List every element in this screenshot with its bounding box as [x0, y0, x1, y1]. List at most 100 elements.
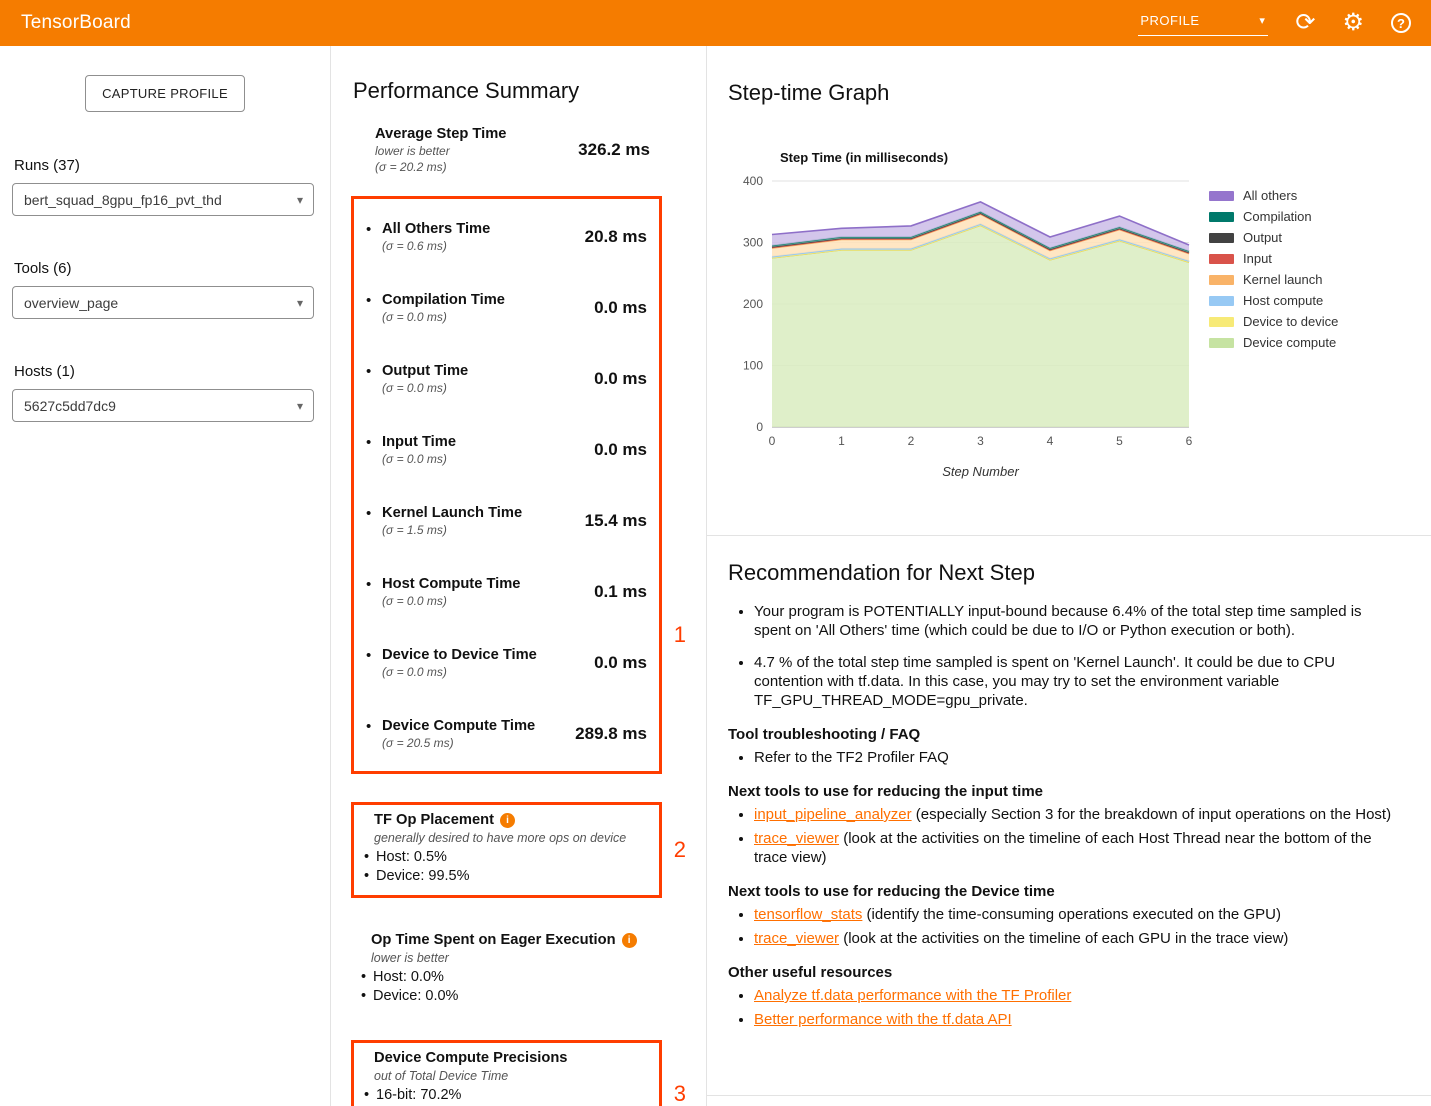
annotation-3: 3	[674, 1081, 686, 1106]
top-bar-actions: PROFILE ▾ ⟳ ⚙ ?	[1138, 10, 1411, 36]
recommendation-link[interactable]: input_pipeline_analyzer	[754, 806, 912, 823]
recommendation-subsections: Tool troubleshooting / FAQ Refer to the T…	[728, 726, 1407, 1029]
recommendation-link[interactable]: Analyze tf.data performance with the TF …	[754, 987, 1071, 1004]
svg-text:0: 0	[756, 420, 763, 434]
metric-value: 0.0 ms	[594, 298, 647, 318]
legend-swatch	[1209, 212, 1234, 222]
top-bar: TensorBoard PROFILE ▾ ⟳ ⚙ ?	[0, 0, 1431, 46]
annotated-box-1: •All Others Time(σ = 0.6 ms)20.8 ms • Comp…	[351, 196, 662, 774]
svg-text:300: 300	[743, 236, 763, 250]
recommendation-subheading: Next tools to use for reducing the input…	[728, 783, 1407, 800]
legend-label: Device compute	[1243, 335, 1336, 350]
recommendation-link[interactable]: tensorflow_stats	[754, 906, 862, 923]
performance-summary-title: Performance Summary	[353, 78, 706, 104]
metric-sigma: (σ = 0.6 ms)	[382, 239, 490, 253]
recommendation-item: trace_viewer (look at the activities on …	[754, 929, 1400, 948]
legend-swatch	[1209, 296, 1234, 306]
metric-value: 0.0 ms	[594, 653, 647, 673]
runs-select[interactable]: bert_squad_8gpu_fp16_pvt_thd ▾	[12, 183, 314, 216]
chart-plot-area: 01002003004000123456 Step Number	[728, 171, 1195, 479]
recommendation-list: input_pipeline_analyzer (especially Sect…	[728, 805, 1400, 867]
recommendation-link[interactable]: trace_viewer	[754, 930, 839, 947]
legend-item: Output	[1209, 227, 1338, 248]
annotated-box-3: Device Compute Precisions out of Total D…	[351, 1040, 662, 1106]
svg-text:400: 400	[743, 174, 763, 188]
recommendation-item: trace_viewer (look at the activities on …	[754, 829, 1400, 867]
metric-value: 0.1 ms	[594, 582, 647, 602]
device-precisions-note: out of Total Device Time	[374, 1069, 649, 1083]
bullet: •	[366, 647, 382, 679]
info-icon[interactable]: i	[500, 813, 515, 828]
metric-sigma: (σ = 20.5 ms)	[382, 736, 535, 750]
svg-text:5: 5	[1116, 434, 1123, 448]
help-icon[interactable]: ?	[1391, 13, 1411, 33]
metric-row: •Device Compute Time(σ = 20.5 ms)289.8 m…	[366, 698, 647, 769]
tf-op-placement-title: TF Op Placement	[374, 812, 494, 828]
recommendation-item: Analyze tf.data performance with the TF …	[754, 986, 1400, 1005]
svg-text:6: 6	[1186, 434, 1193, 448]
metric-label: Device to Device Time	[382, 647, 537, 663]
recommendation-item: input_pipeline_analyzer (especially Sect…	[754, 805, 1400, 824]
bullet: •	[366, 505, 382, 537]
chart-title: Step Time (in milliseconds)	[780, 150, 1431, 165]
metric-label: Input Time	[382, 434, 456, 450]
metric-sigma: (σ = 20.2 ms)	[375, 160, 578, 174]
list-item: 16-bit: 70.2%	[362, 1086, 649, 1105]
legend-label: Device to device	[1243, 314, 1338, 329]
metric-value: 15.4 ms	[585, 511, 647, 531]
legend-item: Device to device	[1209, 311, 1338, 332]
legend-label: All others	[1243, 188, 1297, 203]
hosts-select[interactable]: 5627c5dd7dc9 ▾	[12, 389, 314, 422]
legend-label: Compilation	[1243, 209, 1312, 224]
legend-item: Host compute	[1209, 290, 1338, 311]
recommendation-link[interactable]: trace_viewer	[754, 830, 839, 847]
recommendation-link[interactable]: Better performance with the tf.data API	[754, 1011, 1012, 1028]
chart-x-axis-label: Step Number	[772, 464, 1189, 479]
chevron-down-icon: ▾	[297, 399, 303, 413]
legend-swatch	[1209, 233, 1234, 243]
metric-label: Output Time	[382, 363, 468, 379]
metric-sigma: (σ = 0.0 ms)	[382, 594, 520, 608]
metric-row: •Host Compute Time(σ = 0.0 ms)0.1 ms	[366, 556, 647, 627]
metric-label: Compilation Time	[382, 292, 505, 308]
right-panel: Step-time Graph Step Time (in millisecon…	[707, 46, 1431, 1106]
legend-item: Kernel launch	[1209, 269, 1338, 290]
app-title: TensorBoard	[21, 12, 131, 34]
svg-text:1: 1	[838, 434, 845, 448]
legend-label: Host compute	[1243, 293, 1323, 308]
step-time-graph-title: Step-time Graph	[728, 80, 1431, 106]
list-item: Device: 0.0%	[359, 987, 652, 1006]
bullet: •	[366, 576, 382, 608]
capture-profile-button[interactable]: CAPTURE PROFILE	[85, 75, 245, 112]
list-item: Device: 99.5%	[362, 867, 649, 886]
step-time-graph-section: Step-time Graph Step Time (in millisecon…	[707, 46, 1431, 536]
performance-summary-panel: Performance Summary Average Step Time lo…	[331, 46, 707, 1106]
bullet: •	[366, 718, 382, 750]
settings-gear-icon[interactable]: ⚙	[1342, 11, 1364, 35]
metric-note: lower is better	[375, 144, 578, 158]
list-item: Host: 0.5%	[362, 848, 649, 867]
main-body: CAPTURE PROFILE Runs (37) bert_squad_8gp…	[0, 46, 1431, 1106]
recommendation-subheading: Tool troubleshooting / FAQ	[728, 726, 1407, 743]
metric-row: •Output Time(σ = 0.0 ms)0.0 ms	[366, 343, 647, 414]
step-time-chart: 01002003004000123456	[728, 171, 1195, 453]
runs-select-value: bert_squad_8gpu_fp16_pvt_thd	[24, 192, 222, 208]
metric-row: •All Others Time(σ = 0.6 ms)20.8 ms	[366, 201, 647, 272]
metric-row: •Kernel Launch Time(σ = 1.5 ms)15.4 ms	[366, 485, 647, 556]
info-icon[interactable]: i	[622, 933, 637, 948]
tools-select[interactable]: overview_page ▾	[12, 286, 314, 319]
refresh-icon[interactable]: ⟳	[1295, 11, 1315, 35]
recommendation-item: Refer to the TF2 Profiler FAQ	[754, 748, 1400, 767]
list-item: Your program is POTENTIALLY input-bound …	[754, 602, 1400, 640]
tools-select-value: overview_page	[24, 295, 118, 311]
recommendation-subheading: Other useful resources	[728, 964, 1407, 981]
sidebar: CAPTURE PROFILE Runs (37) bert_squad_8gp…	[0, 46, 331, 1106]
svg-text:4: 4	[1047, 434, 1054, 448]
dashboard-select[interactable]: PROFILE ▾	[1138, 10, 1268, 36]
legend-swatch	[1209, 191, 1234, 201]
svg-text:200: 200	[743, 297, 763, 311]
tensorboard-app: TensorBoard PROFILE ▾ ⟳ ⚙ ? CAPTURE PROF…	[0, 0, 1431, 1106]
metric-value: 0.0 ms	[594, 440, 647, 460]
legend-swatch	[1209, 275, 1234, 285]
legend-item: Compilation	[1209, 206, 1338, 227]
